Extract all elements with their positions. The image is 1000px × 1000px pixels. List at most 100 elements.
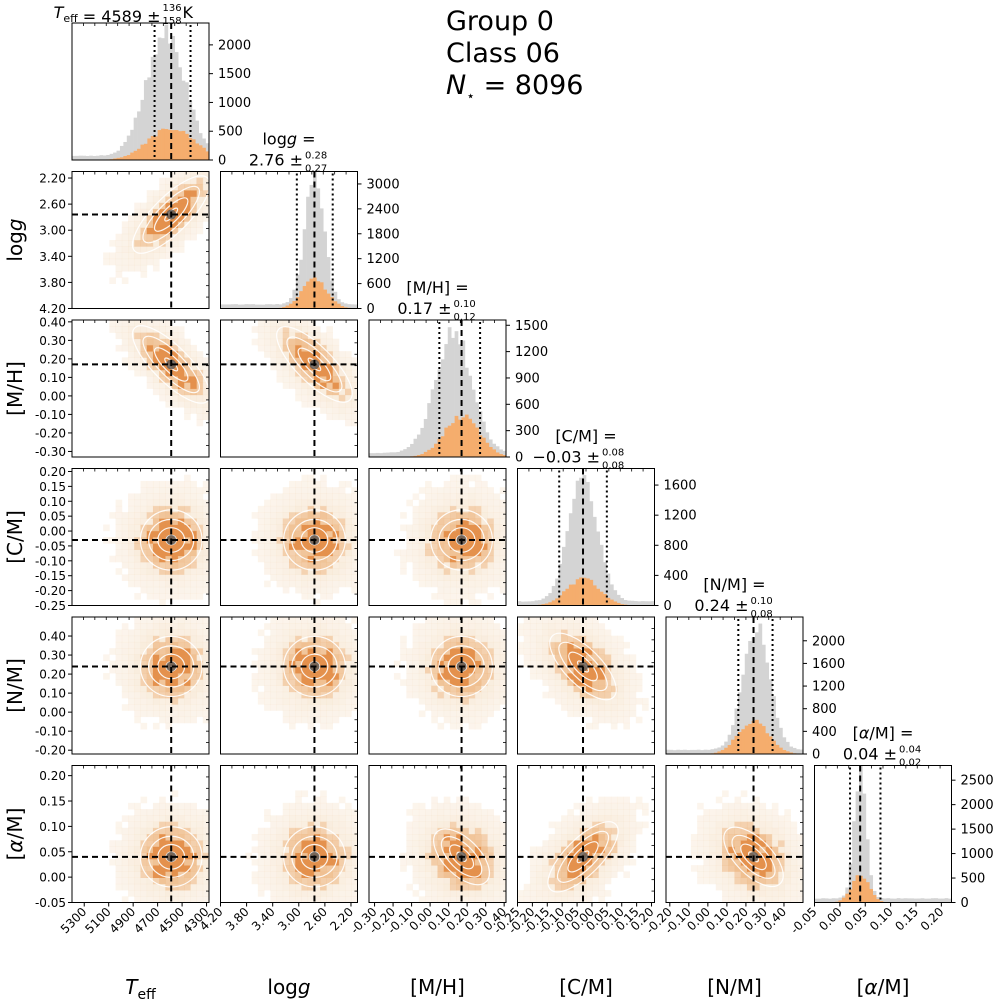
- density-cell: [351, 363, 358, 371]
- density-cell: [629, 834, 637, 841]
- density-cell: [412, 846, 420, 854]
- density-cell: [202, 382, 210, 389]
- density-cell: [146, 190, 154, 197]
- density-cell: [493, 896, 501, 903]
- density-cell: [152, 815, 160, 822]
- density-cell: [629, 710, 637, 718]
- density-cell: [171, 704, 179, 711]
- density-cell: [165, 320, 173, 327]
- density-cell: [437, 871, 445, 878]
- density-cell: [282, 871, 290, 878]
- density-cell: [152, 586, 160, 594]
- density-cell: [449, 802, 457, 810]
- y-tick-label: 0.20: [39, 769, 66, 783]
- density-cell: [171, 685, 179, 693]
- density-cell: [295, 574, 302, 581]
- density-cell: [295, 815, 302, 822]
- density-cell: [165, 635, 173, 643]
- density-cell: [338, 883, 346, 891]
- density-cell: [523, 648, 531, 655]
- density-cell: [295, 660, 302, 668]
- density-cell: [449, 593, 457, 600]
- density-cell: [282, 858, 290, 866]
- density-cell: [270, 673, 277, 680]
- density-cell: [338, 685, 346, 693]
- density-contour: [153, 197, 189, 232]
- density-cell: [301, 394, 309, 402]
- density-cell: [474, 480, 482, 488]
- density-cell: [338, 493, 346, 501]
- density-cell: [301, 877, 309, 885]
- density-cell: [771, 809, 779, 816]
- density-cell: [301, 593, 309, 600]
- density-cell: [128, 258, 135, 266]
- density-cell: [190, 221, 197, 228]
- density-cell: [313, 796, 321, 804]
- density-cell: [598, 691, 606, 699]
- density-cell: [307, 530, 315, 538]
- hist-bar-all: [499, 449, 503, 457]
- density-cell: [184, 673, 191, 680]
- param-title-nm: [N/M] =0.24 ± 0.100.08: [694, 575, 772, 620]
- x-tick-label: 3.00: [275, 905, 304, 934]
- density-cell: [418, 710, 426, 718]
- density-cell: [468, 549, 476, 557]
- density-cell: [146, 512, 154, 519]
- density-cell: [301, 524, 309, 532]
- density-cell: [128, 802, 135, 810]
- density-cell: [586, 635, 593, 643]
- nstar-symbol: N: [446, 70, 467, 101]
- density-cell: [468, 574, 476, 581]
- density-cell: [276, 524, 284, 532]
- density-cell: [468, 648, 476, 655]
- density-cell: [592, 679, 599, 686]
- density-cell: [202, 821, 210, 829]
- density-cell: [332, 568, 340, 575]
- density-cell: [592, 815, 599, 822]
- hist-bar-class: [502, 455, 507, 457]
- hist-bar-all: [178, 67, 182, 160]
- density-cell: [722, 815, 729, 822]
- hist-bar-class: [765, 733, 770, 754]
- count-tick-label: 800: [664, 539, 689, 554]
- density-cell: [345, 549, 352, 557]
- density-cell: [320, 369, 327, 377]
- density-cell: [338, 363, 346, 371]
- density-cell: [425, 641, 432, 649]
- density-panel-cm-am: [517, 765, 655, 903]
- density-cell: [474, 697, 482, 705]
- density-cell: [629, 673, 637, 680]
- density-cell: [617, 716, 624, 724]
- density-cell: [740, 802, 748, 810]
- hist-bar-all: [375, 452, 380, 457]
- hist-bar-class: [592, 585, 597, 606]
- hist-bar-all: [824, 898, 829, 903]
- density-cell: [177, 338, 185, 346]
- hist-bar-class: [161, 128, 165, 160]
- density-cell: [425, 512, 432, 519]
- density-cell: [128, 660, 135, 668]
- density-cell: [295, 896, 302, 903]
- density-cell: [313, 704, 321, 711]
- density-cell: [152, 890, 160, 897]
- density-cell: [152, 264, 160, 272]
- density-cell: [165, 568, 173, 575]
- density-cell: [449, 877, 457, 885]
- density-cell: [165, 177, 173, 185]
- density-cell: [784, 858, 791, 866]
- density-cell: [276, 629, 284, 637]
- density-cell: [159, 815, 166, 822]
- density-cell: [282, 896, 290, 903]
- density-cell: [468, 896, 476, 903]
- density-cell: [443, 896, 451, 903]
- density-cell: [121, 691, 129, 699]
- density-cell: [481, 815, 488, 822]
- density-cell: [257, 679, 265, 686]
- density-cell: [295, 865, 302, 872]
- density-cell: [499, 896, 507, 903]
- density-cell: [171, 215, 179, 222]
- density-cell: [449, 666, 457, 674]
- density-cell: [418, 580, 426, 588]
- density-cell: [610, 704, 618, 711]
- density-cell: [610, 648, 618, 655]
